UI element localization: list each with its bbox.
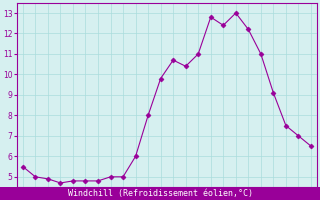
Text: Windchill (Refroidissement éolien,°C): Windchill (Refroidissement éolien,°C) <box>68 189 252 198</box>
